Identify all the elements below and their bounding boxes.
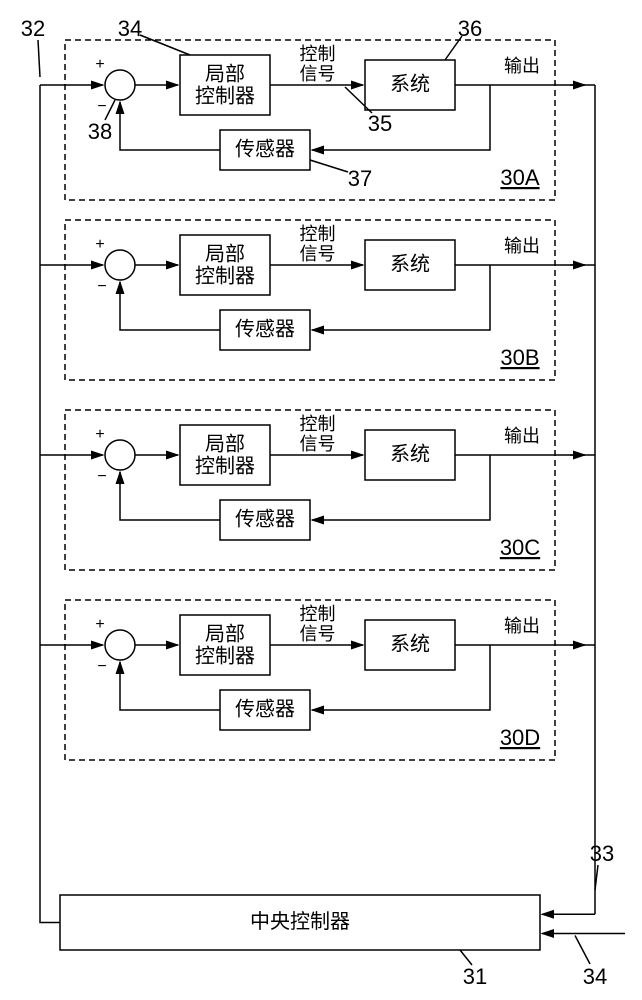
callout-35: 35	[368, 111, 392, 136]
ctrl-sig-label1: 控制	[300, 604, 336, 624]
local-controller-label: 局部	[205, 242, 245, 265]
minus-sign: −	[97, 98, 106, 115]
local-controller-label2: 控制器	[195, 84, 255, 107]
module-id: 30B	[500, 345, 539, 370]
summing-junction	[105, 250, 135, 280]
ctrl-sig-label2: 信号	[300, 64, 336, 84]
sensor-feedback	[120, 282, 220, 330]
module-id: 30D	[500, 725, 540, 750]
callout-32-line	[38, 40, 40, 77]
callout-32: 32	[21, 16, 45, 41]
sensor-label: 传感器	[235, 137, 295, 160]
sensor-label: 传感器	[235, 317, 295, 340]
callout-34-bot: 34	[583, 964, 607, 989]
system-label: 系统	[390, 632, 430, 655]
callout-33: 33	[590, 841, 614, 866]
output-label: 输出	[504, 236, 540, 256]
summing-junction	[105, 630, 135, 660]
minus-sign: −	[97, 278, 106, 295]
minus-sign: −	[97, 468, 106, 485]
ctrl-sig-label2: 信号	[300, 624, 336, 644]
plus-sign: +	[95, 236, 104, 253]
ctrl-sig-label2: 信号	[300, 434, 336, 454]
central-controller-label: 中央控制器	[250, 910, 350, 933]
callout-37: 37	[348, 166, 372, 191]
minus-sign: −	[97, 658, 106, 675]
local-controller-label: 局部	[205, 432, 245, 455]
system-label: 系统	[390, 442, 430, 465]
main-bus	[40, 85, 60, 923]
ctrl-sig-label1: 控制	[300, 414, 336, 434]
module-id: 30A	[500, 165, 539, 190]
sensor-feedback	[120, 472, 220, 520]
sensor-feedback	[120, 662, 220, 710]
callout-31-line	[460, 950, 472, 965]
local-controller-label2: 控制器	[195, 454, 255, 477]
output-label: 输出	[504, 616, 540, 636]
sensor-label: 传感器	[235, 507, 295, 530]
system-label: 系统	[390, 252, 430, 275]
callout-37-line	[310, 160, 348, 172]
local-controller-label: 局部	[205, 622, 245, 645]
summing-junction	[105, 70, 135, 100]
plus-sign: +	[95, 616, 104, 633]
ctrl-sig-label2: 信号	[300, 244, 336, 264]
system-label: 系统	[390, 72, 430, 95]
output-label: 输出	[504, 56, 540, 76]
sensor-feedback	[120, 102, 220, 150]
ctrl-sig-label1: 控制	[300, 44, 336, 64]
plus-sign: +	[95, 426, 104, 443]
output-label: 输出	[504, 426, 540, 446]
local-controller-label2: 控制器	[195, 644, 255, 667]
local-controller-label2: 控制器	[195, 264, 255, 287]
callout-35-line	[345, 87, 372, 113]
summing-junction	[105, 440, 135, 470]
callout-34: 34	[118, 16, 142, 41]
local-controller-label: 局部	[205, 62, 245, 85]
plus-sign: +	[95, 56, 104, 73]
callout-34-line	[140, 35, 190, 55]
ctrl-sig-label1: 控制	[300, 224, 336, 244]
callout-34-bot-line	[575, 936, 590, 965]
sensor-label: 传感器	[235, 697, 295, 720]
callout-31: 31	[463, 964, 487, 989]
module-id: 30C	[500, 535, 540, 560]
callout-38: 38	[88, 119, 112, 144]
